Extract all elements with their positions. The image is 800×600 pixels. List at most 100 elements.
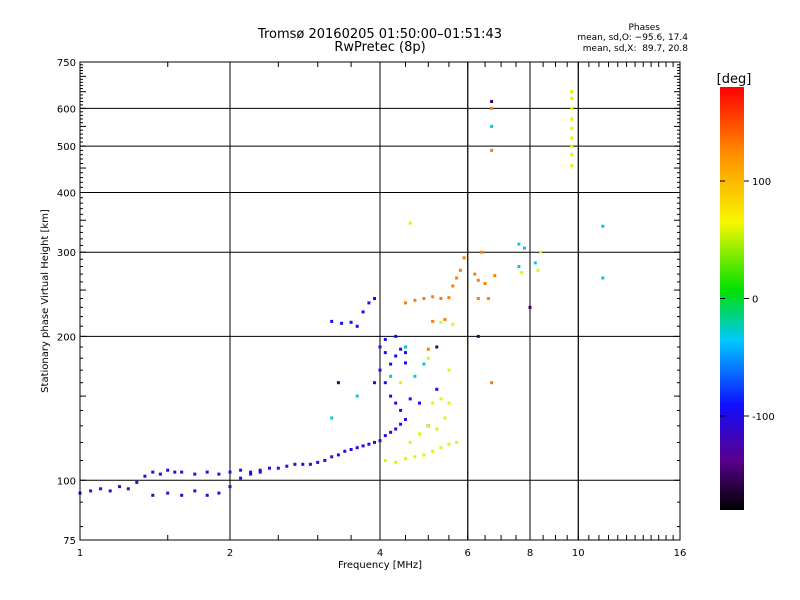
phases-x-stats: mean, sd,X: 89.7, 20.8	[582, 44, 688, 54]
data-point	[249, 472, 253, 476]
data-point	[258, 468, 262, 472]
data-point	[349, 320, 353, 324]
data-point	[217, 472, 221, 476]
data-point	[389, 362, 393, 366]
data-point	[316, 460, 320, 464]
data-point	[476, 297, 480, 300]
y-tick-label: 500	[57, 142, 76, 153]
data-point	[276, 466, 280, 470]
data-point	[389, 374, 393, 378]
data-point	[517, 265, 521, 268]
data-point	[490, 148, 494, 152]
data-point	[447, 368, 451, 372]
data-point	[336, 453, 340, 457]
y-tick-label: 400	[57, 188, 76, 199]
data-point	[383, 338, 387, 341]
data-point	[151, 493, 155, 497]
data-point	[193, 472, 197, 476]
data-point	[389, 394, 393, 398]
data-point	[533, 261, 537, 265]
data-point	[408, 440, 412, 444]
data-point	[439, 297, 443, 300]
data-point	[118, 485, 121, 489]
y-tick-label: 300	[57, 248, 76, 259]
data-point	[239, 468, 243, 472]
data-point	[108, 489, 112, 493]
data-point	[399, 381, 403, 385]
data-point	[570, 164, 574, 168]
x-tick-label: 2	[227, 548, 233, 559]
data-point	[418, 432, 421, 436]
data-point	[394, 354, 398, 358]
x-tick-label: 8	[527, 548, 533, 559]
data-point	[455, 276, 459, 280]
data-point	[383, 351, 387, 355]
data-point	[520, 271, 524, 275]
data-point	[486, 297, 490, 300]
data-point	[399, 347, 403, 351]
data-point	[361, 444, 365, 448]
data-point	[439, 446, 443, 450]
data-point	[570, 90, 574, 94]
y-tick-label: 600	[57, 104, 76, 115]
data-point	[490, 124, 494, 128]
data-point	[343, 449, 347, 453]
data-point	[462, 256, 466, 260]
data-point	[166, 491, 170, 495]
chart-title: Tromsø 20160205 01:50:00–01:51:43	[257, 27, 503, 42]
grid-layer	[80, 62, 680, 540]
data-point	[173, 470, 177, 474]
data-point	[285, 464, 289, 468]
data-point	[443, 416, 447, 420]
data-point	[413, 374, 417, 378]
data-point	[431, 449, 435, 453]
data-point	[394, 427, 398, 431]
data-point	[570, 96, 574, 100]
data-point	[523, 246, 526, 250]
data-point	[570, 106, 574, 110]
data-point	[323, 459, 327, 462]
data-point	[151, 470, 155, 474]
data-point	[293, 462, 297, 466]
x-tick-label: 10	[572, 548, 585, 559]
data-point	[570, 144, 574, 148]
x-tick-label: 4	[377, 548, 383, 559]
data-point	[394, 401, 398, 405]
data-point	[422, 453, 426, 457]
data-point	[601, 276, 605, 280]
data-point	[373, 440, 376, 444]
data-point	[517, 242, 521, 246]
data-point	[431, 401, 435, 405]
data-point	[490, 100, 494, 103]
data-point	[340, 321, 344, 325]
data-point	[355, 446, 359, 450]
data-point	[473, 272, 477, 276]
data-point	[399, 422, 403, 426]
data-point	[476, 278, 480, 282]
colorbar-tick-label: 0	[752, 295, 758, 306]
data-point	[330, 319, 334, 323]
data-point	[455, 440, 459, 444]
data-point	[126, 487, 130, 491]
colorbar-ticks: 100 0 -100	[720, 177, 775, 423]
data-point	[355, 394, 359, 398]
data-point	[490, 106, 494, 110]
data-point	[404, 301, 407, 305]
data-point	[378, 439, 382, 443]
data-point	[404, 418, 407, 421]
data-point	[89, 489, 93, 493]
data-point	[330, 455, 334, 459]
data-point	[135, 480, 139, 484]
data-point	[404, 361, 407, 365]
data-point	[205, 470, 209, 474]
data-point	[404, 345, 407, 349]
data-point	[480, 250, 484, 254]
data-point	[451, 284, 455, 288]
data-point	[476, 334, 480, 338]
data-point	[447, 401, 451, 405]
data-point	[439, 397, 443, 401]
data-point	[447, 296, 451, 300]
data-point	[373, 297, 376, 300]
y-tick-label: 750	[57, 58, 76, 69]
